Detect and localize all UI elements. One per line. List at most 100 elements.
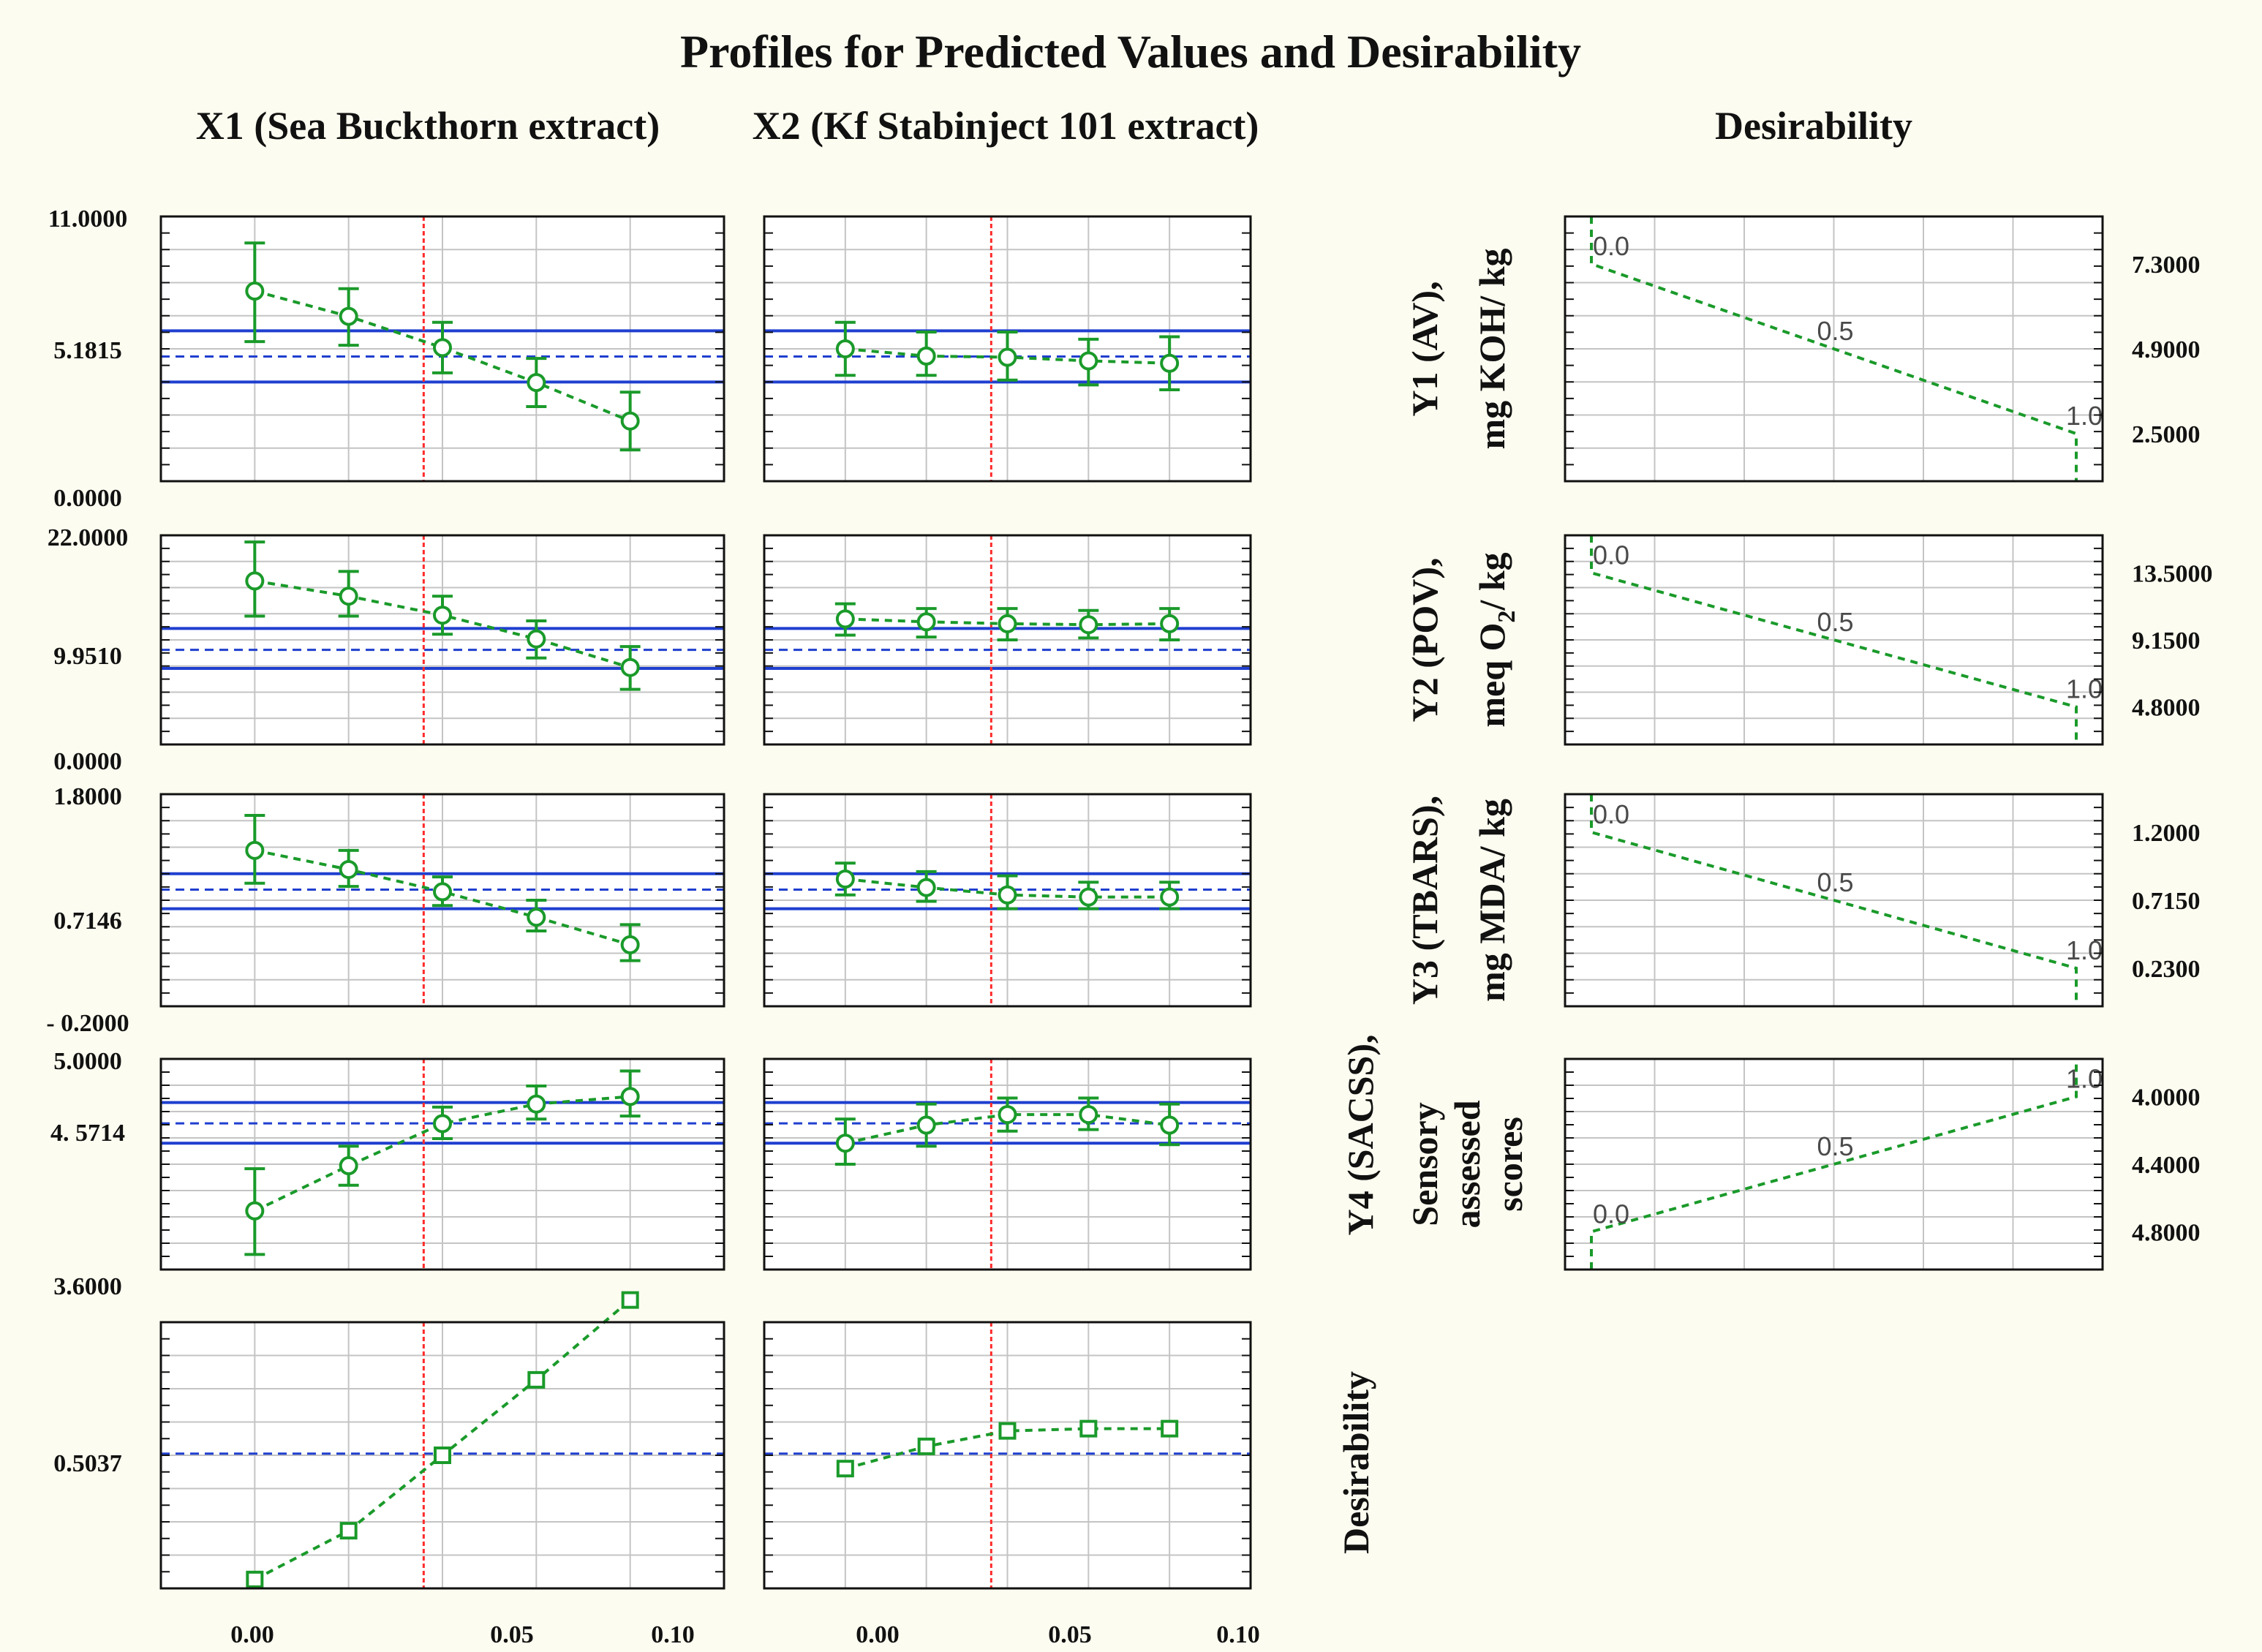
y-tick-label: 11.0000 [48,205,128,233]
profile-r5-c2-point [1079,1419,1098,1438]
profile-r1-c1-point [245,282,265,301]
profile-r4-c1-point [433,1114,452,1134]
profile-r1-c2-point [998,347,1017,367]
profile-r5-c1-point [339,1522,358,1540]
row-label-y4: Y4 (SACSS), Sensory assessed scores [1340,1034,1530,1235]
row-label-subscript: 2 [1493,611,1520,623]
profile-r4-c1-series-line [254,1095,630,1212]
profile-r2-c2-point [1160,614,1180,633]
profile-r1-c1-point [433,338,452,358]
profile-r5-c1-point [246,1570,264,1588]
desirability-r2-point-label: 0.0 [1593,540,1629,570]
profile-r2-c1-point [620,657,640,677]
profile-r5-c2-point [917,1437,935,1455]
desirability-r3-point-label: 0.0 [1593,799,1629,829]
desirability-tick-label: 0.7150 [2132,888,2201,915]
y-tick-label: - 0.2000 [46,1010,129,1037]
profile-r4-c2-point [1079,1105,1098,1125]
profile-r4-c2-point [916,1115,936,1135]
desirability-tick-label: 4.0000 [2132,1085,2201,1112]
y-tick-label: 0.0000 [53,748,122,775]
column-header-x2: X2 (Kf Stabinject 101 extract) [753,104,1259,148]
row-label-y3: Y3 (TBARS), mg MDA/ kg [1404,796,1512,1005]
profile-r2-c1-point [339,587,358,606]
desirability-tick-label: 4.9000 [2132,336,2201,363]
profile-r3-c1-series-line [254,848,631,946]
row-label-y1: Y1 (AV), mg KOH/ kg [1404,248,1512,449]
desirability-tick-label: 13.5000 [2132,560,2213,587]
desirability-tick-label: 9.1500 [2132,627,2201,655]
profile-r5-c2-point [998,1422,1017,1440]
profile-r1-c2-point [1079,351,1098,371]
profile-r2-c1-point [245,571,265,591]
row-label-line: Y2 (POV), [1404,558,1445,723]
profile-r3-c2-point [1079,887,1098,907]
profile-r3-c2-point [998,885,1017,905]
row-label-part: / kg [1471,552,1512,611]
profile-r2-c2-point [835,609,855,629]
desirability-r4-point-label: 1.0 [2066,1064,2103,1094]
profile-r2-c2-point [998,614,1017,633]
profile-r5-c1-point [621,1291,639,1309]
profile-r1-c2-point [916,346,936,366]
plot-area: 11.0000 5.1815 0.0000 22.0000 9.9510 0.0000 1.… [46,205,2212,1648]
y-tick-label: 0.0000 [53,485,122,512]
x-tick-label: 0.05 [1048,1621,1092,1648]
profile-r3-c2-point [1160,887,1180,907]
y-tick-label: 1.8000 [53,783,122,810]
desirability-r1-point-label: 0.0 [1593,231,1629,261]
profile-r4-c2-point [835,1134,855,1153]
desirability-r1-point-label: 1.0 [2066,401,2103,431]
y-tick-label: 0.7146 [53,908,122,935]
row-label-line: scores [1489,1117,1530,1212]
profile-r2-c1-point [527,629,546,649]
profile-r3-c2-point [916,878,936,897]
row-label-line: mg KOH/ kg [1471,248,1512,449]
desirability-r4-point-label: 0.0 [1593,1199,1629,1229]
profile-r3-c2-point [835,870,855,889]
profile-r5-c2-series-line [845,1427,1170,1471]
profile-r4-c1-point [620,1087,640,1106]
column-header-x1: X1 (Sea Buckthorn extract) [196,104,660,148]
desirability-r1-point-label: 0.5 [1817,316,1853,346]
y-tick-label: 9.9510 [53,643,122,670]
y-tick-label: 3.6000 [53,1273,122,1300]
x-tick-label: 0.10 [651,1621,695,1648]
row-label-part: meq O [1471,623,1512,728]
row-label-line: assessed [1447,1100,1488,1228]
profile-r3-c1-point [339,859,358,879]
desirability-r2-desirability-curve [1590,535,2078,744]
profile-r1-c1-point [527,373,546,393]
profile-r5-c2-point [1161,1419,1179,1438]
row-label-line: Y1 (AV), [1404,281,1445,416]
row-label-line: meq O2/ kg [1471,552,1520,727]
desirability-tick-label: 0.2300 [2132,956,2201,983]
profile-r3-c1-point [245,840,265,860]
figure-title: Profiles for Predicted Values and Desira… [680,26,1581,78]
profile-r5-c1-point [527,1370,546,1389]
profile-r4-c2-point [998,1105,1017,1125]
x-tick-label: 0.00 [230,1621,274,1648]
y-tick-label: 22.0000 [48,524,129,551]
desirability-tick-label: 2.5000 [2132,421,2201,448]
profile-r5-c2-point [836,1460,854,1478]
profile-r4-c1-point [527,1094,546,1114]
profile-r1-c2-point [835,339,855,358]
desirability-r4-desirability-curve [1590,1059,2078,1270]
x-tick-label: 0.00 [856,1621,900,1648]
profile-r1-c1-series-line [254,290,631,423]
profile-r1-c1-point [620,411,640,431]
profile-r4-c1-point [245,1201,265,1221]
row-label-line: Y4 (SACSS), [1340,1034,1381,1235]
profile-r3-c1-point [433,882,452,902]
profile-r2-c1-point [433,606,452,625]
profile-r2-c2-point [1079,615,1098,635]
x-tick-label: 0.05 [490,1621,534,1648]
row-label-y2: Y2 (POV), meq O2/ kg [1404,552,1520,727]
row-label-line: Y3 (TBARS), [1404,796,1445,1005]
row-label-line: Sensory [1404,1102,1445,1226]
row-label-line: mg MDA/ kg [1471,799,1512,1002]
profile-r1-c2-point [1160,353,1180,373]
y-tick-label: 4. 5714 [50,1120,125,1147]
